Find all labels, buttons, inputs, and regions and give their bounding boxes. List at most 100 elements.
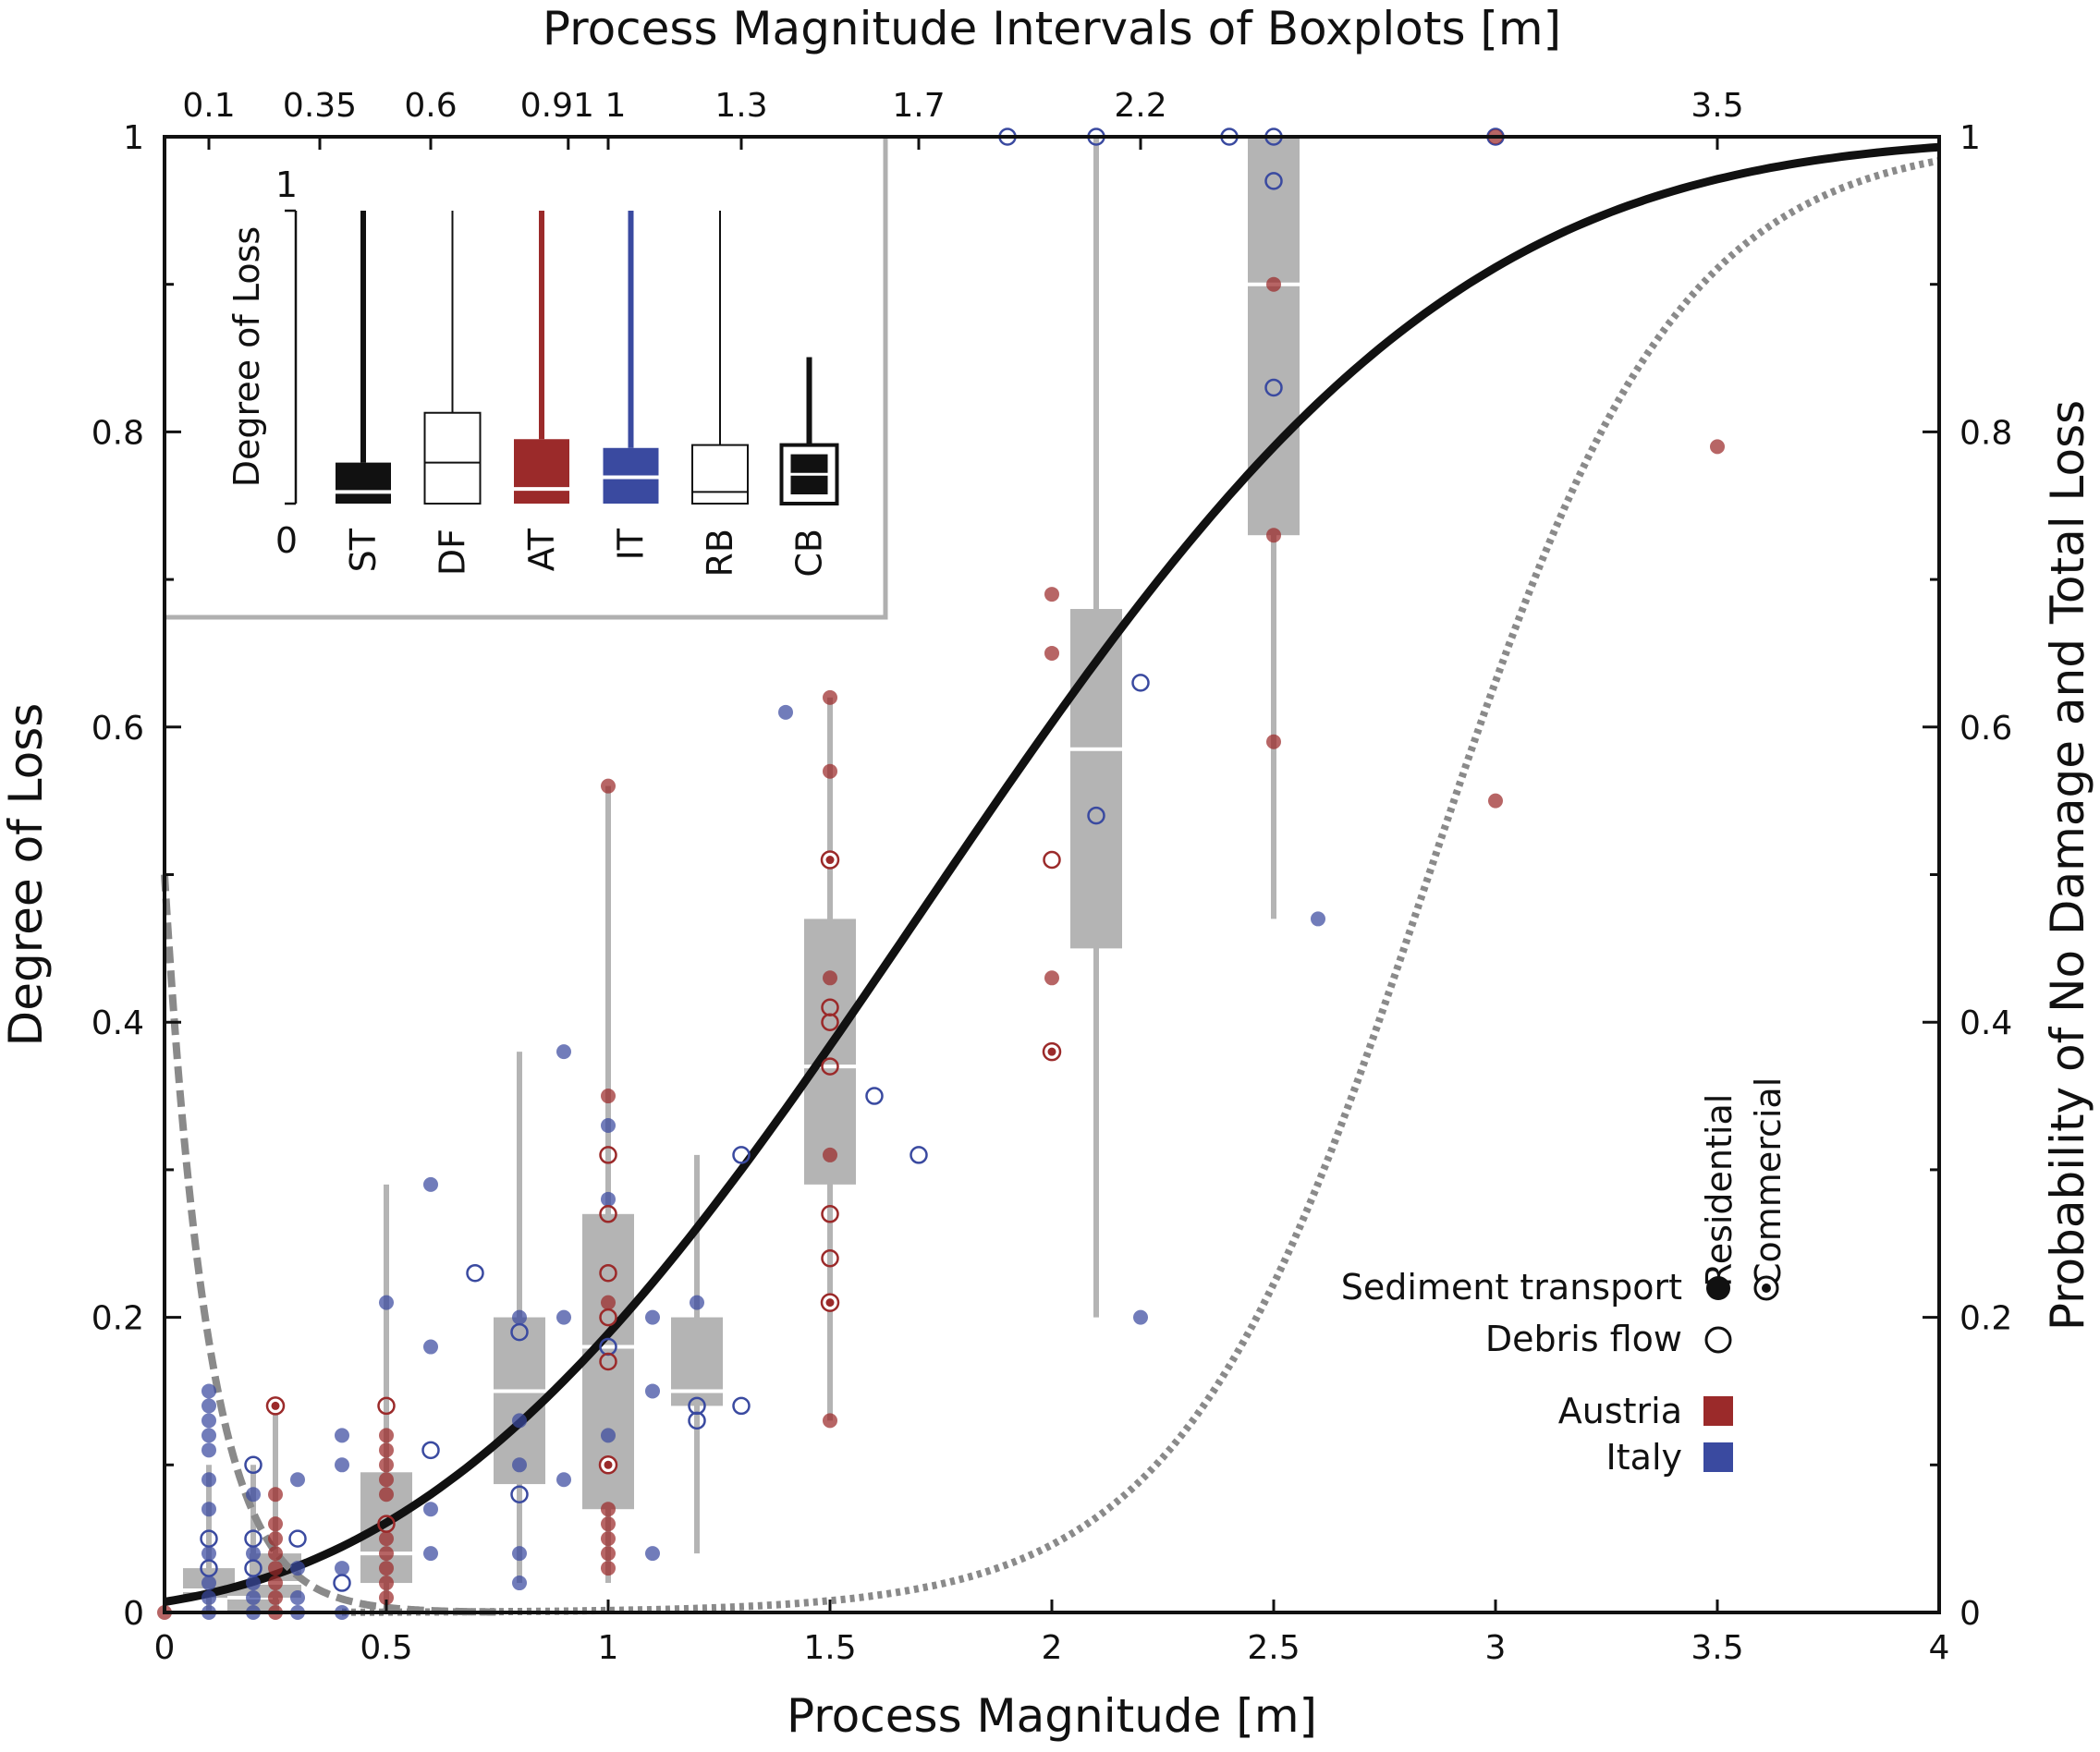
inset-box xyxy=(336,462,391,504)
debris-flow-point xyxy=(688,1411,706,1430)
sediment-transport-point xyxy=(423,1546,438,1562)
x-tick-label: 1.5 xyxy=(803,1629,856,1667)
inset-box xyxy=(423,411,482,505)
y2-tick-label: 0.2 xyxy=(1960,1300,2012,1338)
commercial-point-center xyxy=(825,1298,835,1308)
y-tick-label: 1 xyxy=(123,119,144,157)
sediment-transport-point xyxy=(1311,911,1325,927)
debris-flow-point xyxy=(1087,806,1105,825)
inset-category-label: AT xyxy=(521,528,562,571)
inset-background xyxy=(165,137,885,617)
sediment-transport-point xyxy=(1488,793,1503,809)
x-tick-label: 4 xyxy=(1929,1629,1950,1667)
sediment-transport-point xyxy=(201,1546,216,1562)
legend-italy: Italy xyxy=(1606,1437,1682,1478)
inset-frame xyxy=(165,137,888,620)
inset-category-label: IT xyxy=(611,528,652,560)
sediment-transport-point xyxy=(556,1044,571,1060)
top-tick-label: 0.6 xyxy=(404,87,457,125)
sediment-transport-point xyxy=(512,1413,527,1429)
debris-flow-point xyxy=(288,1529,307,1548)
sediment-transport-point xyxy=(379,1590,394,1606)
sediment-transport-point xyxy=(268,1487,283,1503)
x-tick-label: 0 xyxy=(154,1629,176,1667)
sediment-transport-point xyxy=(268,1531,283,1547)
sediment-transport-point xyxy=(645,1546,660,1562)
y2-axis-title: Probability of No Damage and Total Loss xyxy=(2041,400,2094,1331)
inset-bottom-label: 0 xyxy=(275,520,298,561)
debris-flow-point xyxy=(910,1146,928,1164)
sediment-transport-point xyxy=(1266,734,1281,749)
sediment-transport-point xyxy=(1133,1309,1148,1325)
y2-tick-label: 0.6 xyxy=(1960,710,2012,748)
top-axis-title: Process Magnitude Intervals of Boxplots … xyxy=(543,2,1561,55)
sediment-transport-point xyxy=(1710,439,1725,455)
sediment-transport-point xyxy=(423,1339,438,1355)
sediment-transport-point xyxy=(268,1561,283,1576)
legend-commercial: Commercial xyxy=(1748,1077,1789,1287)
x-axis-title: Process Magnitude [m] xyxy=(787,1689,1317,1743)
legend-sediment-transport: Sediment transport xyxy=(1341,1267,1682,1308)
debris-flow-point xyxy=(1043,850,1061,870)
debris-flow-point xyxy=(421,1441,440,1460)
sediment-transport-point xyxy=(601,1089,616,1104)
top-tick-label: 0.1 xyxy=(182,87,235,125)
sediment-transport-point xyxy=(201,1398,216,1414)
sediment-transport-point xyxy=(379,1472,394,1488)
x-tick-label: 3.5 xyxy=(1691,1629,1743,1667)
top-tick-label: 1 xyxy=(605,87,627,125)
sediment-transport-point xyxy=(290,1590,305,1606)
legend-residential: Residential xyxy=(1699,1094,1740,1287)
y-axis-title: Degree of Loss xyxy=(0,703,53,1047)
sediment-transport-point xyxy=(246,1590,261,1606)
sediment-transport-point xyxy=(823,763,837,779)
y2-tick-label: 1 xyxy=(1960,119,1981,157)
sediment-transport-point xyxy=(601,1531,616,1547)
legend-debris-flow: Debris flow xyxy=(1485,1319,1682,1359)
commercial-point-center xyxy=(271,1401,280,1410)
sediment-transport-point xyxy=(823,970,837,986)
sediment-transport-point xyxy=(335,1561,349,1576)
sediment-transport-point xyxy=(1266,276,1281,292)
inset-box xyxy=(691,444,749,505)
sediment-transport-point xyxy=(601,1516,616,1532)
x-tick-label: 1 xyxy=(598,1629,619,1667)
sediment-transport-point xyxy=(379,1295,394,1310)
boxplot-box xyxy=(1248,137,1300,536)
sediment-transport-point xyxy=(379,1546,394,1562)
sediment-transport-point xyxy=(246,1546,261,1562)
sediment-transport-point xyxy=(201,1413,216,1429)
inset-category-label: RB xyxy=(700,529,740,577)
sediment-transport-point xyxy=(601,1191,616,1207)
sediment-transport-point xyxy=(379,1576,394,1591)
legend-debris-marker xyxy=(1704,1326,1732,1354)
debris-flow-point xyxy=(821,1013,839,1031)
debris-flow-point xyxy=(466,1263,484,1283)
debris-flow-point xyxy=(599,1263,617,1283)
sediment-transport-point xyxy=(601,1561,616,1576)
sediment-transport-point xyxy=(601,1546,616,1562)
debris-flow-point xyxy=(732,1146,751,1164)
debris-flow-point xyxy=(599,1352,617,1371)
legend-sediment-marker xyxy=(1706,1276,1730,1300)
sediment-transport-point xyxy=(201,1590,216,1606)
debris-flow-point xyxy=(1264,378,1283,397)
sediment-transport-point xyxy=(335,1457,349,1473)
sediment-transport-point xyxy=(268,1590,283,1606)
y2-tick-label: 0.4 xyxy=(1960,1004,2012,1042)
debris-flow-point xyxy=(599,1146,617,1164)
legend-austria: Austria xyxy=(1558,1391,1682,1431)
sediment-transport-point xyxy=(512,1546,527,1562)
debris-flow-point xyxy=(377,1396,396,1416)
sediment-transport-point xyxy=(201,1472,216,1488)
sediment-transport-point xyxy=(601,1295,616,1310)
sediment-transport-point xyxy=(823,1147,837,1162)
legend-italy-swatch xyxy=(1703,1442,1733,1472)
sediment-transport-point xyxy=(268,1516,283,1532)
sediment-transport-point xyxy=(379,1457,394,1473)
debris-flow-point xyxy=(821,1205,839,1223)
sediment-transport-point xyxy=(601,1117,616,1133)
sediment-transport-point xyxy=(379,1561,394,1576)
